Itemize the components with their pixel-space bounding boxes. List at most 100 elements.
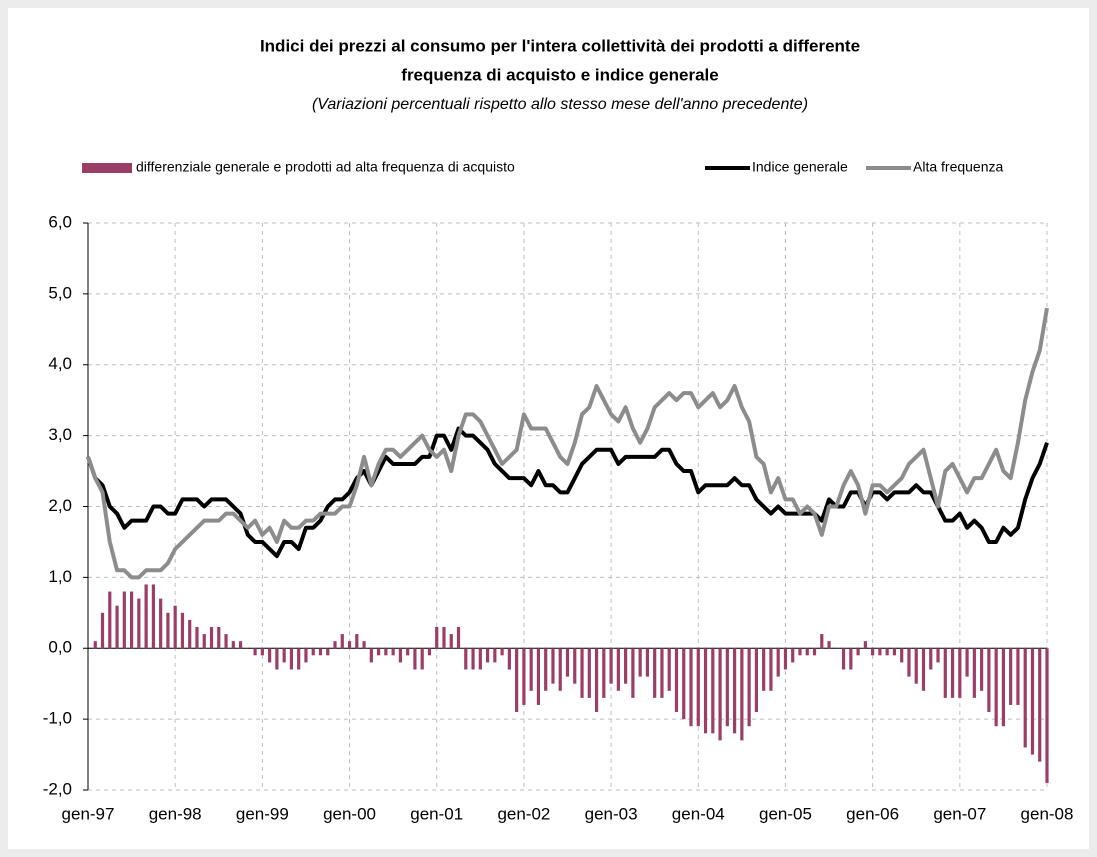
bar <box>347 641 352 649</box>
bar <box>754 648 758 713</box>
bar <box>653 648 657 698</box>
bar <box>783 648 788 670</box>
chart-title: Indici dei prezzi al consumo per l'inter… <box>260 36 860 55</box>
chart-subtitle: (Variazioni percentuali rispetto allo st… <box>312 96 808 113</box>
bar <box>100 612 105 649</box>
y-tick-label: -1,0 <box>43 709 72 728</box>
bar <box>456 626 461 649</box>
bar <box>769 648 773 691</box>
bar <box>391 648 395 656</box>
bar <box>129 591 134 649</box>
y-tick-label: 1,0 <box>48 567 72 586</box>
panel <box>8 8 1089 849</box>
bar <box>740 648 744 741</box>
x-tick-label: gen-08 <box>1021 804 1074 823</box>
bar <box>703 648 708 734</box>
bar <box>93 641 97 649</box>
y-tick-label: 5,0 <box>48 283 72 302</box>
bar <box>268 648 272 663</box>
legend-label: Indice generale <box>752 159 848 175</box>
bar <box>609 648 613 684</box>
bar <box>144 584 148 649</box>
bar <box>1016 648 1020 705</box>
bar <box>958 648 962 698</box>
bar <box>558 648 562 691</box>
bar <box>355 634 359 649</box>
bar <box>820 634 824 649</box>
bar <box>449 634 453 649</box>
y-tick-label: 6,0 <box>48 212 72 231</box>
bar <box>282 648 286 663</box>
bar <box>805 648 809 656</box>
bar <box>209 626 214 649</box>
bar <box>166 612 170 649</box>
bar <box>485 648 490 663</box>
bar <box>929 648 933 670</box>
x-tick-label: gen-01 <box>410 804 463 823</box>
bar <box>696 648 700 727</box>
x-tick-label: gen-04 <box>672 804 725 823</box>
bar <box>878 648 882 656</box>
bar <box>980 648 984 691</box>
bar <box>406 648 410 656</box>
bar <box>762 648 766 691</box>
bar <box>304 648 308 663</box>
bar <box>841 648 846 670</box>
bar <box>500 648 504 656</box>
bar <box>798 648 802 656</box>
bar <box>108 591 112 649</box>
bar <box>326 648 330 656</box>
bar <box>950 648 955 698</box>
bar <box>972 648 976 698</box>
bar <box>122 591 126 649</box>
bar <box>892 648 897 656</box>
bar <box>231 641 235 649</box>
bar <box>493 648 497 663</box>
bar <box>645 648 650 677</box>
x-tick-label: gen-98 <box>149 804 202 823</box>
bar <box>921 648 926 691</box>
bar <box>260 648 264 656</box>
bar <box>377 648 381 656</box>
bar <box>522 648 526 705</box>
bar <box>551 648 555 684</box>
x-tick-label: gen-97 <box>62 804 115 823</box>
bar <box>224 634 228 649</box>
y-tick-label: -2,0 <box>43 779 72 798</box>
bar <box>863 641 867 649</box>
bar <box>384 648 388 656</box>
bar <box>1030 648 1035 755</box>
bar <box>718 648 722 741</box>
legend-label: Alta frequenza <box>913 159 1003 175</box>
bar <box>900 648 904 663</box>
y-tick-label: 3,0 <box>48 425 72 444</box>
bar <box>573 648 577 684</box>
bar <box>711 648 715 734</box>
bar <box>478 648 482 670</box>
bar <box>217 626 221 649</box>
bar <box>965 648 969 677</box>
bar <box>689 648 693 727</box>
line <box>86 307 1049 580</box>
bar <box>631 648 635 698</box>
bar <box>602 648 606 698</box>
bar <box>791 648 795 663</box>
bar <box>202 634 206 649</box>
legend-swatch <box>82 163 132 173</box>
x-tick-label: gen-06 <box>846 804 899 823</box>
bar <box>565 648 570 677</box>
bar <box>1023 648 1027 748</box>
bar <box>340 634 344 649</box>
bar <box>544 648 548 691</box>
y-tick-label: 0,0 <box>48 638 72 657</box>
bar <box>413 648 417 670</box>
bar <box>885 648 889 656</box>
bar <box>674 648 679 713</box>
bar <box>442 626 446 649</box>
bar <box>812 648 817 656</box>
bar <box>616 648 620 691</box>
bar <box>907 648 911 677</box>
bar <box>638 648 642 677</box>
bar <box>856 648 860 656</box>
